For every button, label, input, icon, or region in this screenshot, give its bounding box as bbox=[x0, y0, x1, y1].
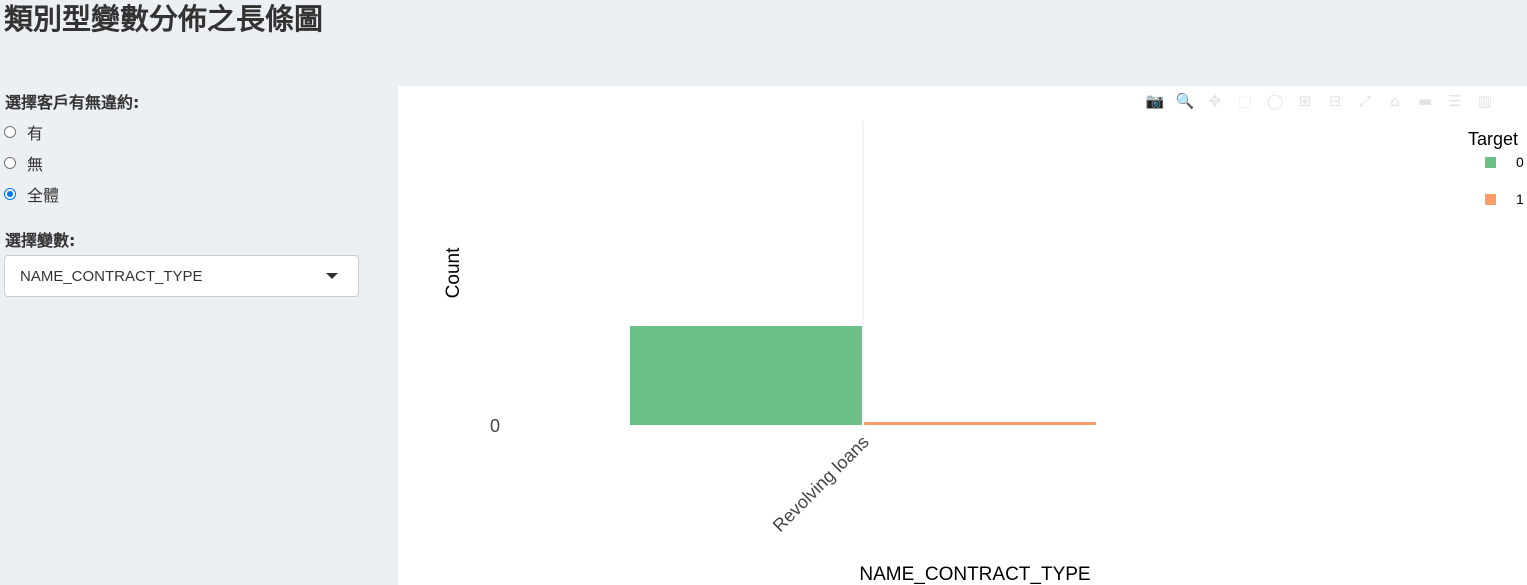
zoom-in-icon[interactable]: ⊞ bbox=[1298, 92, 1312, 110]
radio-option-no[interactable]: 無 bbox=[4, 151, 43, 175]
zoom-out-icon[interactable]: ⊟ bbox=[1328, 92, 1342, 110]
default-filter-label: 選擇客戶有無違約: bbox=[5, 93, 140, 112]
radio-label: 有 bbox=[27, 124, 44, 143]
variable-select[interactable]: NAME_CONTRACT_TYPE bbox=[4, 255, 359, 297]
plot-modebar: 📷 🔍 ✥ ⬚ ◯ ⊞ ⊟ ⤢ ⌂ ▬ ☰ ▥ bbox=[1140, 92, 1500, 110]
radio-label: 無 bbox=[27, 155, 44, 174]
camera-icon[interactable]: 📷 bbox=[1145, 92, 1165, 110]
variable-select-label: 選擇變數: bbox=[5, 231, 76, 250]
pan-icon[interactable]: ✥ bbox=[1208, 92, 1222, 110]
page-title: 類別型變數分佈之長條圖 bbox=[4, 2, 324, 36]
reset-axes-icon[interactable]: ⌂ bbox=[1390, 92, 1400, 110]
box-select-icon[interactable]: ⬚ bbox=[1237, 92, 1253, 110]
compare-data-icon[interactable]: ☰ bbox=[1448, 92, 1462, 110]
autoscale-icon[interactable]: ⤢ bbox=[1358, 92, 1371, 110]
spike-lines-icon[interactable]: ▬ bbox=[1417, 92, 1433, 110]
zoom-icon[interactable]: 🔍 bbox=[1175, 92, 1195, 110]
plotly-logo-icon[interactable]: ▥ bbox=[1477, 92, 1493, 110]
plot-panel[interactable] bbox=[398, 86, 1527, 585]
radio-button[interactable] bbox=[4, 157, 16, 169]
radio-button[interactable] bbox=[4, 188, 16, 200]
lasso-select-icon[interactable]: ◯ bbox=[1266, 92, 1284, 110]
radio-option-all[interactable]: 全體 bbox=[4, 182, 59, 206]
chevron-down-icon bbox=[326, 273, 338, 279]
radio-button[interactable] bbox=[4, 126, 16, 138]
variable-select-value: NAME_CONTRACT_TYPE bbox=[20, 267, 203, 285]
radio-option-yes[interactable]: 有 bbox=[4, 120, 43, 144]
radio-label: 全體 bbox=[27, 186, 60, 205]
